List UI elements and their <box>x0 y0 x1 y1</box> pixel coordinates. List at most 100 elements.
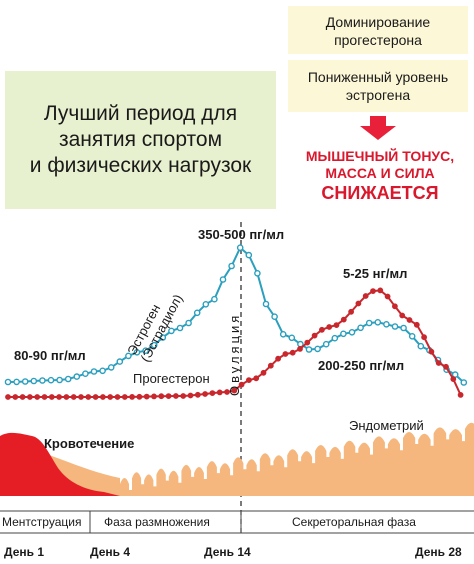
estrogen-point <box>374 318 382 326</box>
estrogen-point <box>262 300 270 308</box>
progesterone-point <box>391 303 398 310</box>
progesterone-point <box>136 393 143 400</box>
progesterone-point <box>194 391 201 398</box>
progesterone-point <box>209 390 216 396</box>
progesterone-point <box>245 377 252 383</box>
progesterone-point <box>121 394 128 400</box>
muscle-effect-text: МЫШЕЧНЫЙ ТОНУС, МАССА И СИЛА СНИЖАЕТСЯ <box>292 148 468 204</box>
estrogen-start-label: 80-90 пг/мл <box>14 348 86 363</box>
estrogen-point <box>107 364 115 371</box>
progesterone-point <box>297 345 303 352</box>
estrogen-point <box>408 332 416 340</box>
estrogen-point <box>13 378 20 386</box>
progesterone-point <box>5 394 11 400</box>
estrogen-point <box>99 367 106 375</box>
progesterone-point <box>56 394 62 400</box>
bleeding-label: Кровотечение <box>44 436 134 451</box>
phase-secretory: Секреторальная фаза <box>292 515 416 529</box>
progesterone-peak-label: 5-25 нг/мл <box>343 266 407 281</box>
estrogen-point <box>133 348 141 356</box>
progesterone-point <box>114 394 121 400</box>
progesterone-point <box>355 300 362 307</box>
progesterone-point <box>362 293 369 299</box>
estrogen-point <box>391 323 399 330</box>
progesterone-point <box>26 394 33 400</box>
bleeding-area <box>0 432 120 496</box>
estrogen-point <box>176 324 184 332</box>
endometrium-label: Эндометрий <box>349 418 424 433</box>
progesterone-point <box>384 293 391 300</box>
progesterone-point <box>238 381 245 388</box>
estrogen-point <box>305 346 313 353</box>
progesterone-point <box>143 393 150 400</box>
progesterone-point <box>421 334 427 341</box>
estrogen-point <box>314 345 321 353</box>
muscle-effect-line-3: СНИЖАЕТСЯ <box>321 183 439 203</box>
progesterone-point <box>180 393 187 399</box>
estrogen-point <box>4 378 12 386</box>
muscle-effect-line-2: МАССА И СИЛА <box>325 165 435 181</box>
progesterone-point <box>340 316 347 323</box>
progesterone-point <box>260 369 267 376</box>
estrogen-point <box>150 341 158 349</box>
progesterone-point <box>443 363 449 370</box>
estrogen-point <box>56 376 63 384</box>
estrogen-point <box>236 244 244 251</box>
estrogen-point <box>279 330 287 338</box>
progesterone-point <box>377 287 384 294</box>
progesterone-point <box>187 392 194 399</box>
progesterone-point <box>348 308 354 315</box>
estrogen-point <box>228 262 235 270</box>
estrogen-point <box>168 327 175 335</box>
estrogen-point <box>288 334 296 342</box>
estrogen-point <box>39 377 46 384</box>
estrogen-point <box>348 328 356 336</box>
estrogen-point <box>64 375 72 383</box>
progesterone-point <box>253 375 260 382</box>
progesterone-point <box>267 362 274 369</box>
estrogen-point <box>47 376 55 384</box>
estrogen-point <box>142 347 149 355</box>
estrogen-point <box>193 309 201 317</box>
estrogen-point <box>159 334 167 341</box>
progesterone-dominance-line-2: прогестерона <box>334 32 422 48</box>
day-14-label: День 14 <box>204 545 251 559</box>
estrogen-point <box>331 334 339 342</box>
best-period-line-2: занятия спортом <box>58 128 223 151</box>
progesterone-point <box>48 394 55 400</box>
progesterone-point <box>63 394 70 400</box>
progesterone-point <box>435 360 442 366</box>
progesterone-point <box>275 355 281 362</box>
low-estrogen-line-1: Пониженный уровень <box>307 69 449 85</box>
estrogen-point <box>340 330 347 338</box>
progesterone-point <box>282 351 289 357</box>
progesterone-point <box>450 376 457 382</box>
endometrium-shape <box>0 422 474 496</box>
estrogen-point <box>245 251 253 259</box>
estrogen-point <box>322 340 330 348</box>
estrogen-point <box>82 370 89 378</box>
progesterone-point <box>224 389 230 395</box>
best-period-line-1: Лучший период для <box>43 102 238 125</box>
low-estrogen-box: Пониженный уровень эстрогена <box>288 60 468 112</box>
progesterone-point <box>289 349 296 356</box>
progesterone-dominance-box: Доминирование прогестерона <box>288 6 468 54</box>
muscle-effect-line-1: МЫШЕЧНЫЙ ТОНУС, <box>305 148 455 164</box>
progesterone-point <box>399 312 406 319</box>
progesterone-point <box>41 394 48 400</box>
estrogen-point <box>460 379 468 386</box>
estrogen-point <box>365 319 373 327</box>
progesterone-label: Прогестерон <box>133 371 210 386</box>
progesterone-point <box>92 394 99 400</box>
best-period-line-3: и физических нагрузок <box>29 154 252 177</box>
progesterone-point <box>12 394 19 400</box>
progesterone-point <box>428 348 435 355</box>
progesterone-point <box>326 324 333 330</box>
estrogen-point <box>21 378 29 385</box>
estrogen-point <box>30 377 38 385</box>
progesterone-point <box>107 394 114 400</box>
estrogen-point <box>417 342 425 350</box>
estrogen-luteal-label: 200-250 пг/мл <box>318 358 404 373</box>
progesterone-point <box>370 288 376 294</box>
